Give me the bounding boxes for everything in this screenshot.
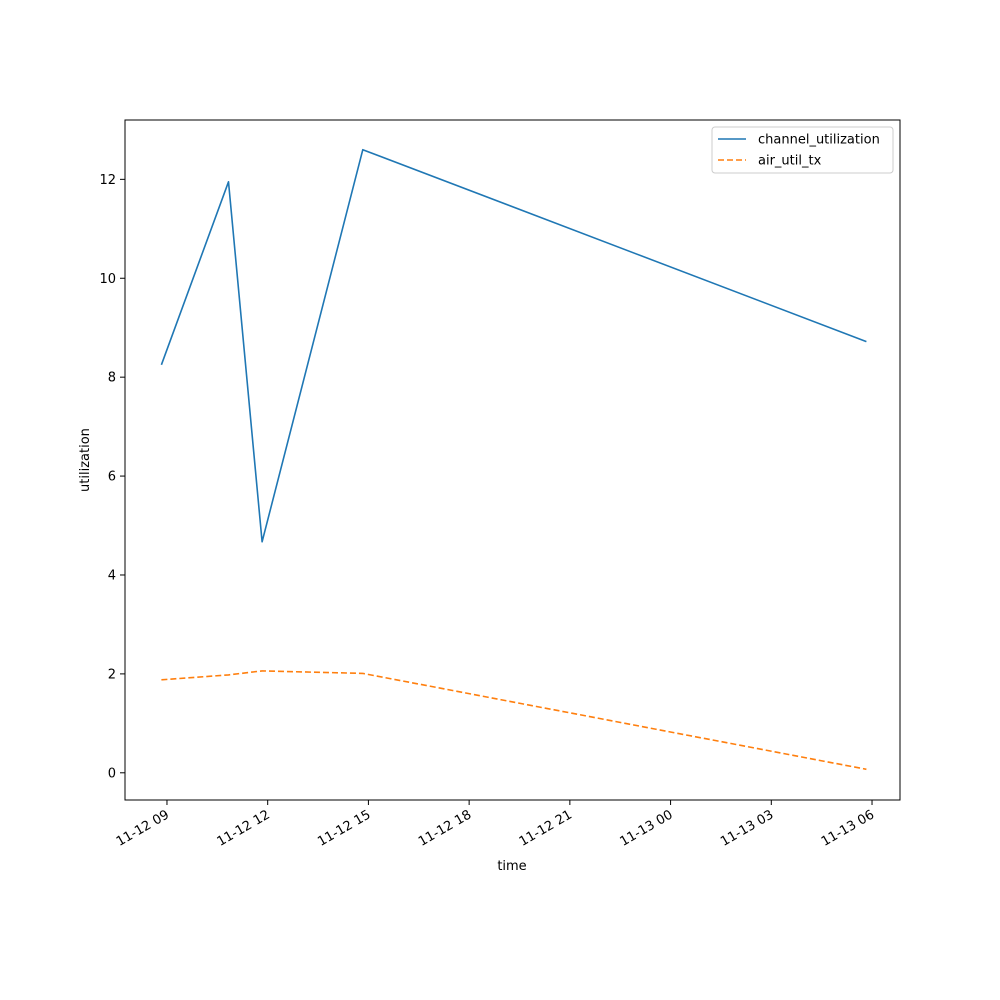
x-axis-ticks: 11-12 09 11-12 12 11-12 15 11-12 18 11-12 21… — [114, 800, 877, 850]
x-tick-label: 11-13 03 — [718, 807, 776, 849]
y-axis-label: utilization — [78, 428, 93, 492]
y-tick-label: 10 — [99, 272, 116, 287]
series-line-air-util-tx — [161, 670, 867, 771]
y-tick-label: 6 — [108, 470, 116, 485]
y-tick-label: 4 — [108, 568, 116, 583]
x-axis-label: time — [497, 859, 526, 874]
series-lines — [160, 148, 867, 771]
x-tick-label: 11-12 18 — [416, 807, 474, 849]
x-tick-label: 11-12 15 — [315, 807, 373, 849]
legend-label: channel_utilization — [758, 133, 880, 148]
series-line-channel-utilization — [160, 148, 867, 543]
x-tick-label: 11-12 09 — [114, 807, 172, 849]
x-tick-label: 11-12 21 — [517, 807, 575, 849]
y-tick-label: 12 — [99, 173, 116, 188]
x-tick-label: 11-13 00 — [617, 807, 675, 849]
legend: channel_utilization air_util_tx — [711, 126, 894, 174]
legend-label: air_util_tx — [758, 154, 822, 169]
y-tick-label: 2 — [108, 667, 116, 682]
plot-frame — [124, 119, 901, 801]
y-axis-ticks: 0 2 4 6 8 10 12 — [99, 173, 125, 781]
x-tick-label: 11-13 06 — [819, 807, 877, 849]
y-tick-label: 8 — [108, 371, 116, 386]
legend-box — [711, 126, 894, 174]
plot-background — [125, 120, 900, 800]
y-tick-label: 0 — [108, 766, 116, 781]
x-tick-label: 11-12 12 — [215, 807, 273, 849]
